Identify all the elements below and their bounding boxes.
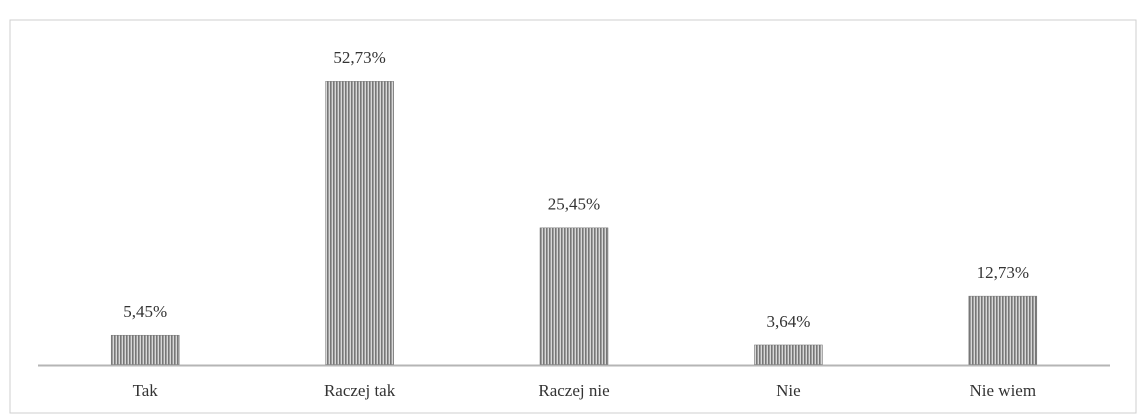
value-label: 3,64%: [766, 312, 810, 331]
bar: [110, 334, 180, 365]
bar: [539, 227, 609, 365]
bar: [325, 81, 394, 365]
x-tick-label: Raczej nie: [538, 381, 609, 400]
x-tick-label: Nie wiem: [970, 381, 1037, 400]
bar: [968, 295, 1038, 365]
bar: [754, 344, 823, 365]
x-tick-label: Nie: [776, 381, 801, 400]
x-tick-label: Raczej tak: [324, 381, 396, 400]
chart-frame: [9, 19, 1137, 414]
value-label: 25,45%: [548, 195, 600, 214]
value-label: 5,45%: [123, 302, 167, 321]
value-label: 52,73%: [333, 48, 385, 67]
value-label: 12,73%: [977, 263, 1029, 282]
x-tick-label: Tak: [133, 381, 159, 400]
